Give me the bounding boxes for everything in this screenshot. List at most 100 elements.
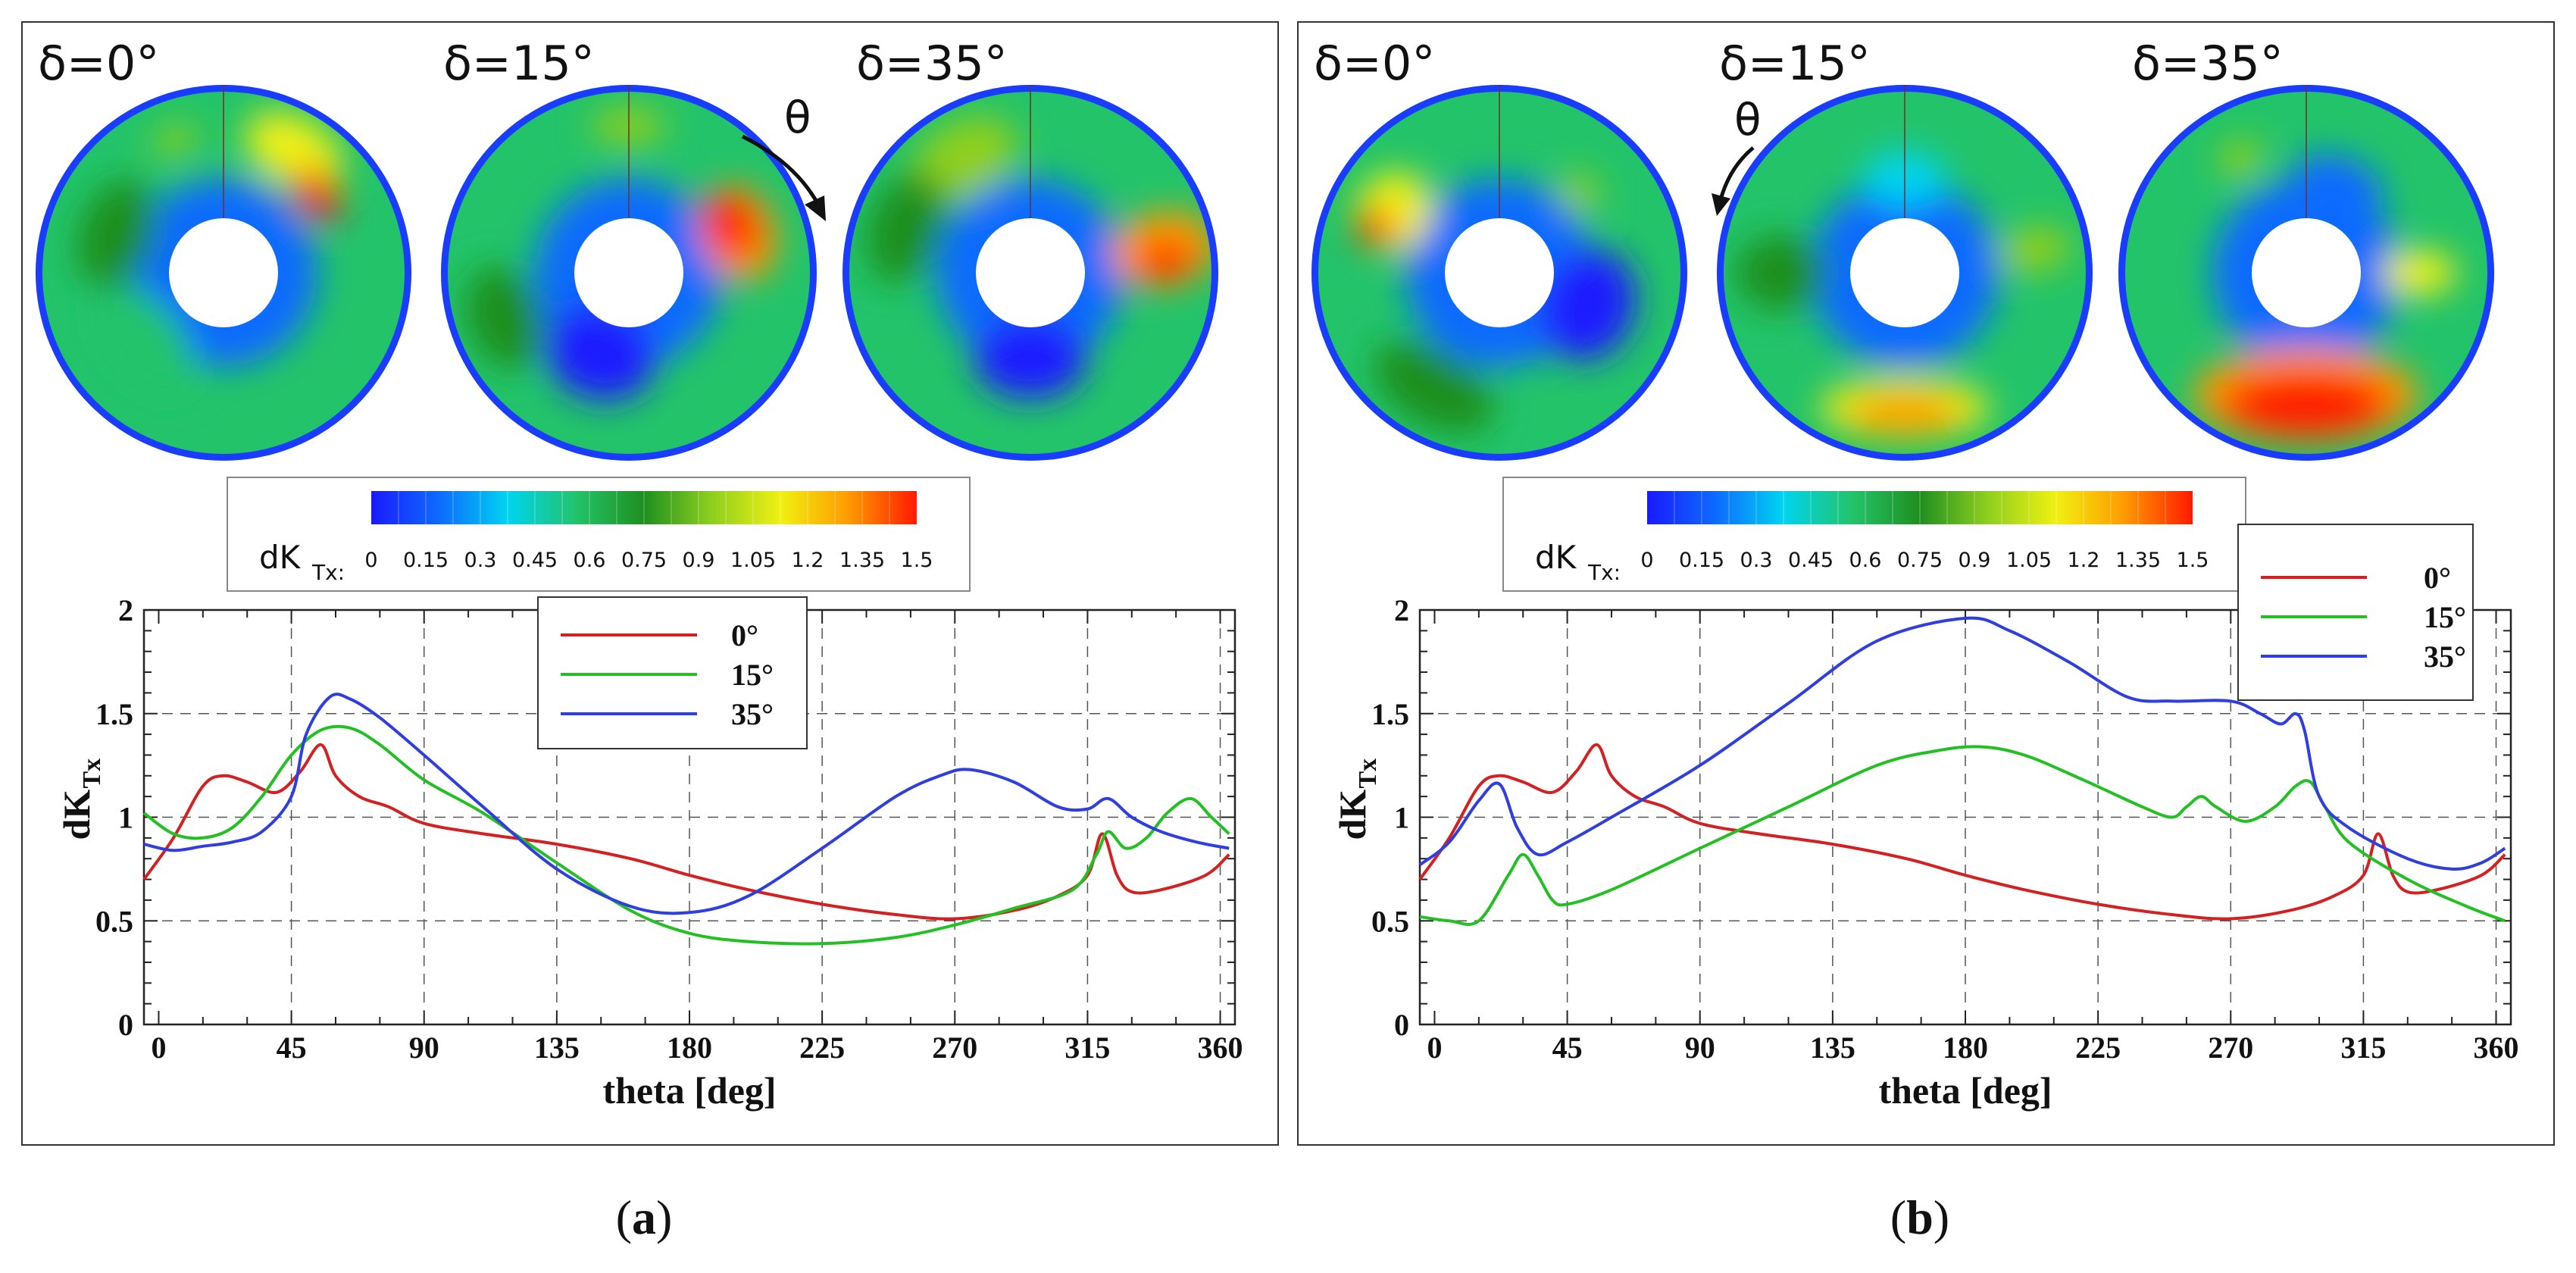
contour-patch (912, 115, 1018, 202)
y-tick-label: 2 (1394, 593, 1409, 627)
x-axis-label: theta [deg] (1878, 1069, 2052, 1112)
contour-patch (2218, 139, 2262, 179)
colorbar-label-sub: Tx: (1587, 560, 1621, 585)
y-axis-label-main: dK (55, 790, 98, 840)
x-tick-label: 225 (2075, 1031, 2121, 1065)
legend-box (2237, 524, 2474, 701)
theta-label: θ (784, 92, 811, 143)
contour-patch (1848, 395, 1962, 433)
contour-hub (1850, 218, 1959, 327)
y-tick-label: 1 (1394, 801, 1409, 835)
contour-patch (544, 304, 655, 401)
y-tick-label: 1.5 (1371, 697, 1409, 731)
theta-arrowhead-icon (1712, 193, 1730, 216)
y-tick-label: 0 (1394, 1008, 1409, 1042)
colorbar-tick-label: 1.05 (2006, 549, 2052, 572)
legend-label-s0: 0° (731, 618, 758, 652)
theta-arrowhead-icon (805, 195, 826, 221)
contour-hub (574, 218, 683, 327)
colorbar-tick-label: 1.35 (2115, 549, 2161, 572)
panel-a-caption: (a) (615, 1190, 673, 1244)
colorbar-gradient (371, 491, 917, 524)
x-tick-label: 0 (151, 1031, 166, 1065)
x-tick-label: 270 (932, 1031, 977, 1065)
contour-patch (1558, 172, 1600, 214)
contour-patch (1735, 235, 1830, 311)
series-line-s35 (143, 693, 1230, 915)
x-tick-label: 0 (1427, 1031, 1442, 1065)
contour-title-1: δ=0° (38, 36, 159, 91)
x-tick-label: 180 (1943, 1031, 1988, 1065)
theta-arrow-icon (1719, 146, 1755, 198)
y-tick-label: 1.5 (95, 697, 133, 731)
x-tick-label: 270 (2208, 1031, 2253, 1065)
contour-field (2193, 139, 2457, 443)
contour-patch (1136, 242, 1194, 280)
panel-b-caption: (b) (1890, 1190, 1950, 1244)
y-tick-label: 1 (118, 801, 133, 835)
colorbar-label-sub: Tx: (311, 560, 345, 585)
y-axis-label-main: dK (1331, 790, 1374, 840)
colorbar-label: dK (259, 539, 302, 576)
contour-patch (77, 180, 158, 289)
contour-patch (2293, 153, 2384, 216)
colorbar-tick-label: 1.35 (839, 549, 885, 572)
panel-b-content: δ=0° δ=15° δ=35°θdK Tx: 0 0.15 0.3 0.45 0.6 0.75 0… (1311, 36, 2519, 1112)
x-tick-label: 45 (1552, 1031, 1583, 1065)
colorbar-tick-label: 0.3 (1740, 549, 1773, 572)
legend-label-s15: 15° (731, 658, 774, 692)
y-tick-label: 0 (118, 1008, 133, 1042)
x-tick-label: 135 (1810, 1031, 1855, 1065)
contour-patch (1996, 227, 2072, 274)
series-line-s0 (142, 743, 1230, 921)
colorbar-tick-label: 1.2 (2068, 549, 2100, 572)
contour-patch (465, 266, 546, 369)
contour-patch (245, 111, 343, 190)
series-line-s15 (142, 724, 1230, 946)
contour-patch (1357, 208, 1395, 247)
x-tick-label: 225 (799, 1031, 845, 1065)
colorbar-tick-label: 0.9 (1959, 549, 1991, 572)
colorbar-tick-label: 0.9 (683, 549, 715, 572)
colorbar-tick-label: 1.2 (792, 549, 824, 572)
series-line-s0 (1418, 743, 2506, 921)
contour-title-2: δ=15° (443, 36, 595, 91)
x-axis-label: theta [deg] (602, 1069, 776, 1112)
y-axis-label-sub: Tx (1354, 758, 1382, 789)
contour-title-3: δ=35° (856, 36, 1008, 91)
panel-b: δ=0° δ=15° δ=35° θ dK Tx: 0 0.15 0.3 0.45 0.6 0.75 0… (1297, 21, 2555, 1146)
legend-label-s35: 35° (731, 697, 774, 731)
contour-patch (1374, 340, 1494, 433)
contour-hub (2252, 218, 2361, 327)
colorbar-tick-label: 0.3 (464, 549, 497, 572)
series-line-s35 (1418, 616, 2506, 871)
colorbar-tick-label: 0.75 (621, 549, 667, 572)
x-tick-label: 180 (667, 1031, 712, 1065)
x-tick-label: 315 (2340, 1031, 2386, 1065)
x-tick-label: 90 (1685, 1031, 1715, 1065)
x-tick-label: 315 (1064, 1031, 1110, 1065)
line-chart: 0 45 90 135 180 225 270 315 360 0 0.5 1 1.5 2 theta [d… (55, 593, 1243, 1112)
x-tick-label: 135 (534, 1031, 580, 1065)
contour-patch (703, 192, 759, 258)
contour-hub (976, 218, 1085, 327)
contour-hub (169, 218, 278, 327)
contour-patch (2221, 370, 2391, 439)
contour-patch (292, 168, 342, 221)
colorbar-gradient (1647, 491, 2193, 524)
legend-label-s0: 0° (2424, 561, 2451, 595)
panel-a: δ=0° δ=15° δ=35° θ dK Tx: 0 0.15 0.3 0.45 0.6 0.75 0… (21, 21, 1279, 1146)
contour-patch (1539, 249, 1637, 361)
x-tick-label: 360 (1198, 1031, 1243, 1065)
colorbar-tick-label: 0.75 (1897, 549, 1943, 572)
contour-hub (1445, 218, 1554, 327)
theta-arrow-icon (741, 134, 821, 206)
contour-patch (93, 283, 196, 396)
colorbar-tick-label: 1.5 (901, 549, 933, 572)
contour-title-3: δ=35° (2132, 36, 2284, 91)
legend-label-s35: 35° (2424, 640, 2466, 674)
colorbar-tick-label: 0.6 (574, 549, 606, 572)
colorbar-tick-label: 0 (364, 549, 377, 572)
contour-patch (2381, 250, 2457, 296)
